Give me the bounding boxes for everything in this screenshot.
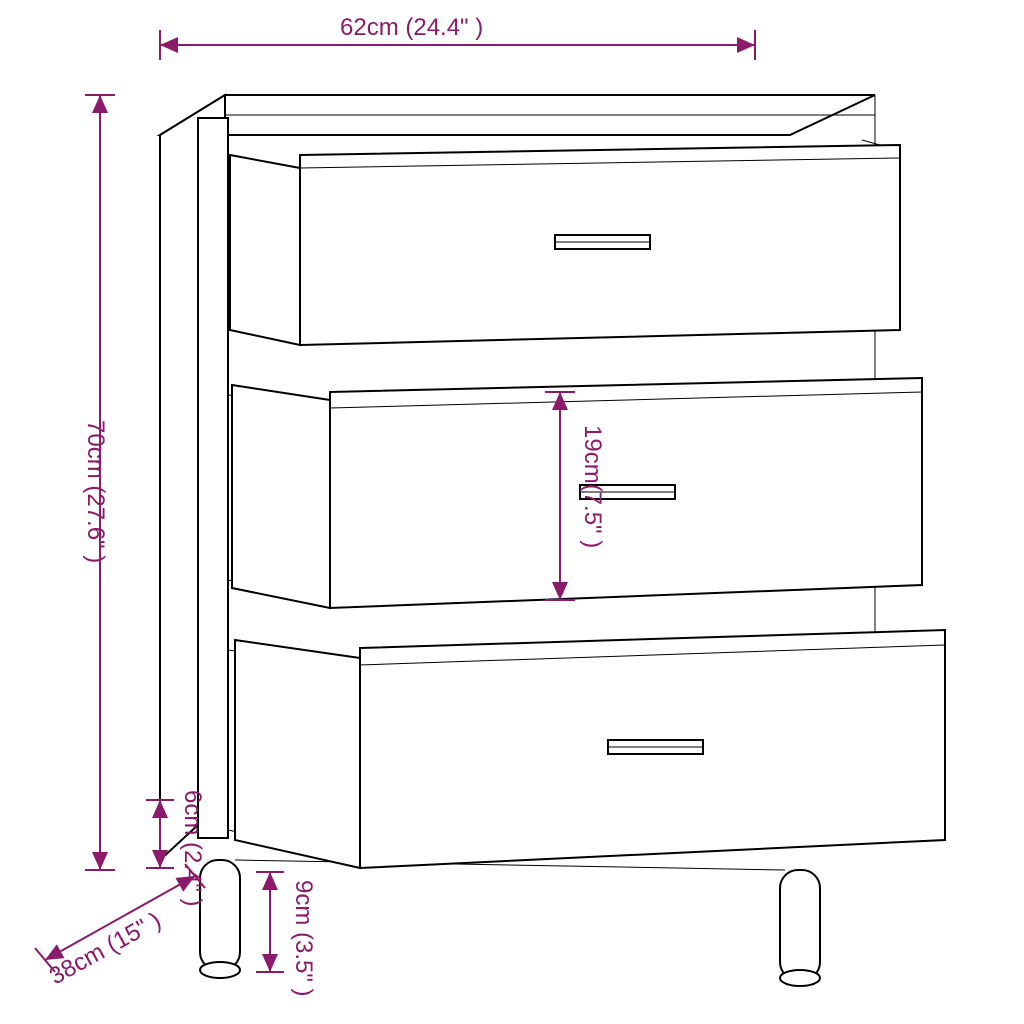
dim-width: 62cm (24.4" ) bbox=[160, 14, 755, 60]
dim-leg-label: 9cm (3.5" ) bbox=[290, 880, 317, 997]
drawer-3 bbox=[228, 630, 945, 868]
dim-leg-height: 9cm (3.5" ) bbox=[256, 872, 317, 997]
dim-height: 70cm (27.6" ) bbox=[82, 95, 115, 870]
dimension-diagram: 62cm (24.4" ) 70cm (27.6" ) 38cm (15" ) … bbox=[0, 0, 1024, 1024]
drawer-2 bbox=[228, 378, 922, 608]
dim-depth-label: 38cm (15" ) bbox=[45, 907, 166, 990]
drawer-1 bbox=[228, 140, 900, 345]
dim-height-label: 70cm (27.6" ) bbox=[82, 420, 109, 563]
front-right-leg bbox=[780, 870, 820, 986]
dim-gap-label: 6cm (2.4" ) bbox=[179, 790, 206, 907]
dim-width-label: 62cm (24.4" ) bbox=[340, 14, 483, 41]
dim-drawer-label: 19cm(7.5" ) bbox=[579, 425, 606, 548]
